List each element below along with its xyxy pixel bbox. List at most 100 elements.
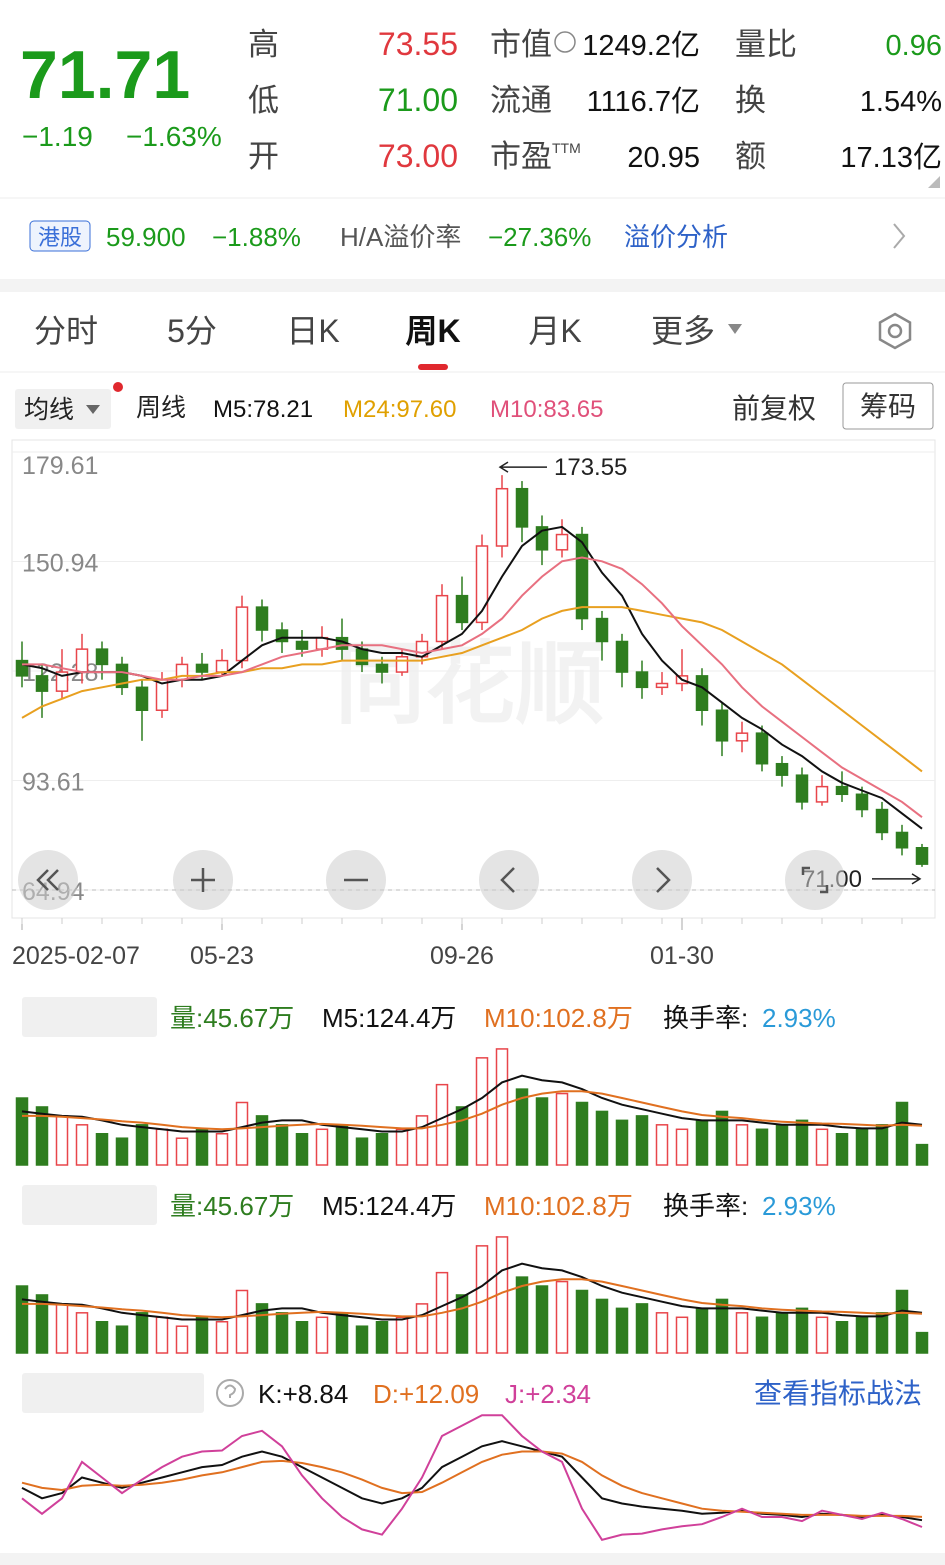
volume-bar <box>455 1106 469 1166</box>
volume-bar <box>635 1303 649 1354</box>
stat-label: 市值 <box>490 27 552 62</box>
tab[interactable]: 月K <box>528 313 581 349</box>
volume-bar <box>915 1143 929 1166</box>
kdj-line <box>21 1414 923 1541</box>
settings-icon[interactable] <box>878 312 912 350</box>
volume-bar <box>655 1124 669 1166</box>
stat-value: 1.54% <box>860 86 942 118</box>
stat-value: 1249.2亿 <box>582 29 700 62</box>
band <box>0 279 945 292</box>
volume-bar <box>315 1316 329 1354</box>
candle-body <box>455 594 469 624</box>
ma-line <box>22 556 923 818</box>
volume-bar <box>755 1316 769 1354</box>
candle-body <box>475 545 489 624</box>
volume-bar <box>295 1321 309 1354</box>
volume-ma-line <box>21 1074 923 1133</box>
chips[interactable]: 筹码 <box>860 391 916 422</box>
tab[interactable]: 分时 <box>34 313 98 349</box>
volume-bar <box>695 1307 709 1354</box>
indicator-box[interactable] <box>22 1185 157 1225</box>
stat-label: 量比 <box>735 27 797 62</box>
indicator-link[interactable]: 查看指标战法 <box>754 1378 922 1409</box>
more-arrow <box>728 324 742 334</box>
premium-link[interactable]: 溢价分析 <box>624 222 728 252</box>
tab[interactable]: 日K <box>286 313 339 349</box>
volume-bar <box>895 1289 909 1354</box>
stat-value: 20.95 <box>627 142 700 174</box>
volume-bar <box>395 1128 409 1166</box>
stat-label: 额 <box>735 139 766 174</box>
price: 71.71 <box>20 37 190 113</box>
volume-bar <box>55 1303 69 1354</box>
premium-label: H/A溢价率 <box>340 222 461 252</box>
indicator-box[interactable] <box>22 1373 204 1413</box>
help-icon[interactable] <box>216 1379 244 1407</box>
hk-tag-box <box>29 220 91 252</box>
x-tick-label: 01-30 <box>650 942 714 970</box>
volume-bar <box>335 1312 349 1354</box>
x-tick-label: 05-23 <box>190 942 254 970</box>
hk-price: 59.900 <box>106 222 186 252</box>
legend-item: 换手率: <box>663 1191 748 1221</box>
adjust[interactable]: 前复权 <box>732 393 816 424</box>
stat-value: 1116.7亿 <box>587 85 700 118</box>
stat-label: 换 <box>735 83 766 118</box>
candle-body <box>615 640 629 673</box>
candle-body <box>235 606 249 662</box>
volume-bar <box>555 1092 569 1166</box>
high-marker: 173.55 <box>554 454 627 481</box>
info-icon[interactable] <box>554 31 576 53</box>
candle-body <box>115 663 129 689</box>
chips-box[interactable] <box>842 382 934 430</box>
volume-bar <box>195 1316 209 1354</box>
candle-body <box>275 629 289 643</box>
candle-body <box>775 762 789 776</box>
ma-button[interactable]: 均线 <box>24 396 74 424</box>
candle-body <box>855 793 869 811</box>
volume-bar <box>835 1321 849 1354</box>
volume-bar <box>355 1137 369 1166</box>
fullscreen[interactable] <box>785 850 845 910</box>
stat-label: 流通 <box>490 83 552 118</box>
y-tick-label: 93.61 <box>22 768 85 796</box>
volume-bar <box>675 1316 689 1354</box>
volume-bar <box>115 1137 129 1166</box>
ma-button-box[interactable] <box>15 389 111 429</box>
ma-label: M24:97.60 <box>343 396 456 423</box>
legend-item: K:+8.84 <box>258 1379 348 1409</box>
icon <box>36 869 59 891</box>
stat-value: 71.00 <box>378 82 458 118</box>
arrow <box>498 461 547 473</box>
volume-bar <box>895 1101 909 1166</box>
volume-bar <box>375 1321 389 1354</box>
volume-bar <box>915 1331 929 1354</box>
volume-bar <box>755 1128 769 1166</box>
candle-body <box>735 732 749 742</box>
legend-item: 换手率: <box>663 1003 748 1033</box>
candle-body <box>15 659 29 677</box>
next[interactable] <box>632 850 692 910</box>
tab[interactable]: 更多 <box>651 313 715 349</box>
indicator-box[interactable] <box>22 997 157 1037</box>
volume-bar <box>235 1101 249 1166</box>
volume-bar <box>415 1303 429 1354</box>
volume-bar <box>15 1285 29 1354</box>
volume-bar <box>515 1276 529 1354</box>
tab[interactable]: 5分 <box>167 313 217 349</box>
volume-bar <box>375 1133 389 1166</box>
candle-body <box>575 533 589 620</box>
volume-bar <box>235 1289 249 1354</box>
prev[interactable] <box>479 850 539 910</box>
volume-bar <box>155 1128 169 1166</box>
volume-bar <box>415 1115 429 1166</box>
volume-bar <box>95 1321 109 1354</box>
candle-body <box>395 656 409 673</box>
legend-item: M10:102.8万 <box>484 1191 633 1221</box>
hk-tag: 港股 <box>38 225 82 250</box>
stat-value: 0.96 <box>886 30 942 62</box>
icon <box>801 866 829 894</box>
volume-bar <box>275 1124 289 1166</box>
chevron[interactable] <box>893 223 906 249</box>
tab[interactable]: 周K <box>405 313 460 349</box>
